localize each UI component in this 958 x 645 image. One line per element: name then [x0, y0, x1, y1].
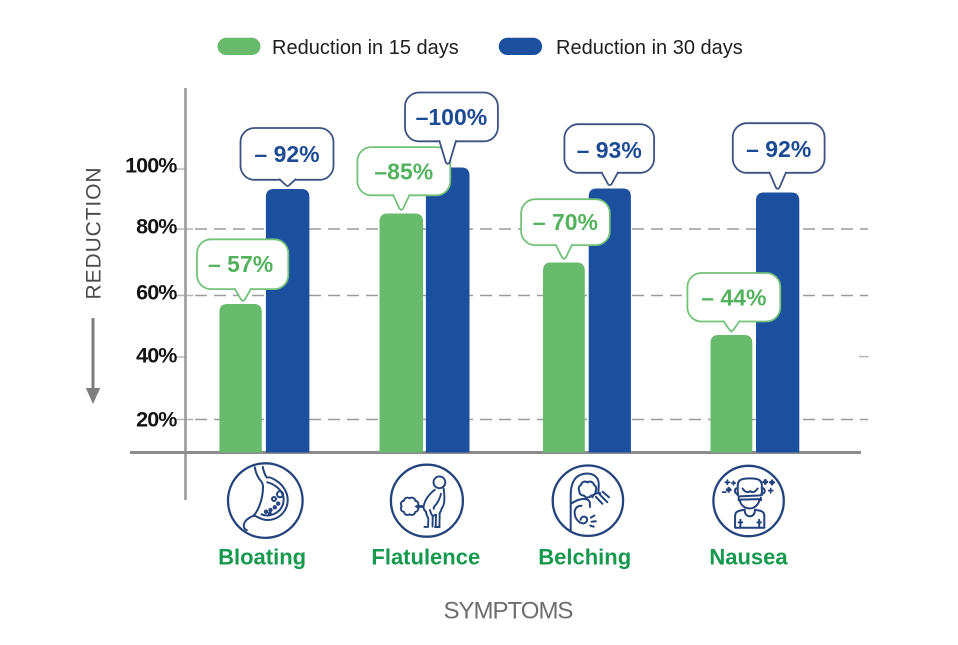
svg-text:60%: 60%: [136, 281, 177, 305]
svg-text:Belching: Belching: [538, 545, 631, 570]
svg-text:– 44%: – 44%: [701, 285, 766, 311]
svg-text:–85%: –85%: [374, 159, 433, 185]
svg-text:100%: 100%: [125, 153, 177, 177]
svg-text:SYMPTOMS: SYMPTOMS: [444, 598, 573, 625]
svg-text:80%: 80%: [136, 215, 177, 239]
svg-text:– 92%: – 92%: [254, 141, 319, 167]
svg-text:Reduction in 30 days: Reduction in 30 days: [556, 37, 743, 59]
svg-text:Reduction in 15 days: Reduction in 15 days: [272, 37, 459, 59]
svg-text:– 92%: – 92%: [746, 136, 811, 162]
svg-text:Flatulence: Flatulence: [371, 545, 480, 570]
svg-text:40%: 40%: [136, 344, 177, 368]
svg-text:20%: 20%: [136, 408, 177, 432]
svg-text:– 70%: – 70%: [533, 209, 598, 235]
svg-text:Nausea: Nausea: [709, 545, 788, 570]
svg-text:– 57%: – 57%: [208, 251, 273, 277]
svg-text:REDUCTION: REDUCTION: [83, 167, 106, 300]
svg-text:– 93%: – 93%: [577, 137, 642, 163]
svg-text:Bloating: Bloating: [218, 545, 306, 570]
svg-text:–100%: –100%: [416, 104, 488, 130]
